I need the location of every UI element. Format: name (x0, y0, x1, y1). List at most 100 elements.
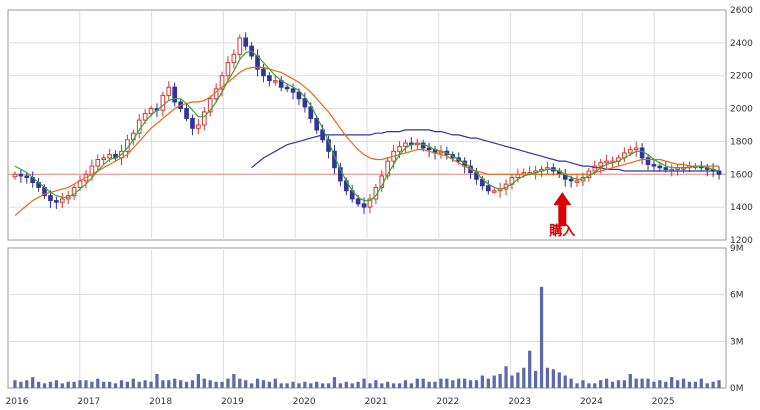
volume-bar (646, 378, 650, 388)
volume-axis-labels: 9M 6M 3M 0M (730, 244, 744, 394)
volume-bar (19, 381, 23, 388)
candle-up (225, 62, 231, 77)
volume-bar (374, 380, 378, 388)
volume-bar (42, 383, 47, 388)
candle-up (627, 149, 633, 154)
volume-bar (178, 380, 183, 388)
candle-down (290, 88, 296, 93)
volume-bar (273, 378, 277, 388)
price-year-gridlines (79, 10, 655, 240)
volume-bar (468, 380, 473, 388)
volume-bar (36, 381, 41, 388)
candle-down (361, 203, 367, 208)
price-tick-label: 1200 (730, 236, 753, 246)
year-axis-labels: 2016 2017 2018 2019 2020 2021 2022 2023 2024 2025 (6, 397, 675, 407)
volume-bar (551, 369, 556, 388)
volume-bar (670, 377, 674, 388)
volume-bar (113, 383, 118, 388)
candle-down (568, 178, 574, 182)
buy-arrow-icon (553, 192, 572, 227)
volume-bar (569, 378, 573, 388)
volume-bar (462, 378, 467, 388)
volume-bar (610, 381, 615, 388)
buy-annotation-label: 購入 (548, 223, 575, 239)
volume-bar (575, 383, 579, 388)
volume-bar (190, 380, 195, 388)
volume-bar (664, 381, 668, 388)
volume-bar (403, 380, 408, 388)
volume-bar (291, 381, 295, 388)
volume-bar (326, 383, 331, 388)
candle-down (172, 86, 178, 103)
candle-down (243, 37, 249, 47)
volume-bar (386, 381, 390, 388)
volume-bar (309, 383, 313, 388)
volume-bar (184, 381, 189, 388)
candle-down (651, 163, 657, 167)
volume-bar (522, 367, 526, 388)
volume-bar (338, 383, 343, 388)
volume-bar (344, 381, 348, 388)
volume-bar (356, 381, 360, 388)
candle-up (237, 37, 243, 55)
candle-up (385, 160, 391, 177)
price-tick-label: 1800 (730, 137, 753, 147)
volume-bar (261, 380, 266, 388)
year-tick-label: 2018 (149, 397, 172, 407)
candle-down (355, 198, 361, 205)
volume-bar (143, 380, 147, 388)
candle-up (207, 98, 213, 113)
candle-up (12, 173, 18, 178)
volume-bar (226, 378, 230, 388)
volume-bar (220, 381, 224, 388)
volume-bar (244, 380, 248, 388)
volume-tick-label: 3M (730, 337, 744, 347)
volume-bar (640, 378, 644, 388)
price-tick-label: 2000 (730, 105, 753, 115)
volume-bar (557, 372, 561, 388)
volume-bar (238, 378, 242, 388)
volume-bar (545, 367, 550, 388)
year-tick-label: 2017 (77, 397, 100, 407)
volume-bar (96, 378, 100, 388)
buy-annotation: 購入 (548, 192, 575, 239)
volume-bar (652, 381, 656, 388)
volume-bar (303, 381, 307, 388)
volume-bar (125, 381, 130, 388)
volume-bar (297, 383, 301, 388)
volume-bar (415, 378, 419, 388)
candle-down (338, 167, 343, 182)
candle-down (426, 147, 432, 151)
volume-bar (232, 374, 236, 388)
price-tick-label: 1400 (730, 203, 753, 213)
volume-bar (167, 380, 171, 388)
volume-bar (504, 366, 508, 388)
volume-bar (409, 383, 414, 388)
volume-bar (119, 380, 124, 388)
volume-bar (433, 381, 437, 388)
volume-bar (66, 381, 70, 388)
candle-up (160, 94, 166, 111)
volume-bar (173, 378, 177, 388)
volume-bar (102, 381, 106, 388)
volume-bar (391, 383, 396, 388)
candle-up (598, 162, 604, 167)
volume-bar (616, 380, 621, 388)
ma-mid-line (14, 66, 719, 216)
volume-bar (622, 380, 627, 388)
candle-down (314, 117, 320, 131)
candle-up (201, 111, 207, 126)
candle-up (107, 154, 112, 159)
volume-bar (687, 381, 692, 388)
volume-bar (539, 286, 544, 388)
volume-bar (60, 383, 64, 388)
volume-bar (54, 380, 59, 388)
volume-bar (681, 378, 686, 388)
volume-bar (362, 378, 366, 388)
price-tick-label: 1600 (730, 170, 753, 180)
volume-bar (315, 381, 319, 388)
volume-bar (107, 381, 112, 388)
year-tick-label: 2021 (365, 397, 388, 407)
volume-bar (320, 383, 325, 388)
candle-down (261, 68, 266, 77)
